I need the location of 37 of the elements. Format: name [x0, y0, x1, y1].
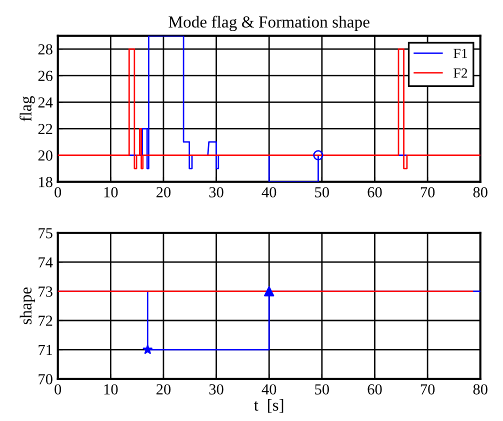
y-tick-label: 26: [38, 70, 53, 82]
x-tick-label: 10: [104, 187, 118, 198]
x-tick-label: 50: [315, 384, 329, 395]
y-tick-label: 74: [38, 257, 53, 268]
x-tick-label: 70: [420, 384, 435, 395]
y-axis-title: shape: [20, 288, 35, 324]
x-tick-label: 80: [473, 187, 488, 198]
y-tick-label: 75: [38, 228, 52, 238]
y-tick-label: 20: [38, 150, 52, 161]
y-tick-label: 18: [39, 176, 52, 188]
x-tick-label: 70: [420, 187, 435, 198]
x-tick-label: 30: [209, 187, 224, 198]
x-tick-label: 80: [473, 384, 488, 395]
legend-label: F2: [454, 68, 468, 78]
x-tick-label: 40: [262, 384, 276, 395]
y-tick-label: 73: [38, 286, 52, 297]
y-tick-label: 71: [38, 344, 52, 355]
line-series: [58, 48, 480, 170]
y-tick-label: 28: [38, 44, 52, 55]
chart-title: Mode flag & Formation shape: [168, 16, 370, 32]
x-tick-label: 0: [54, 384, 62, 395]
y-tick-label: 22: [38, 124, 52, 134]
x-tick-label: 10: [104, 384, 118, 395]
x-tick-label: 20: [156, 384, 171, 395]
x-tick-label: 40: [262, 187, 276, 198]
legend-label: F1: [454, 48, 468, 58]
x-tick-label: 60: [368, 384, 382, 395]
y-tick-label: 72: [38, 316, 52, 326]
y-tick-label: 24: [38, 97, 53, 108]
x-tick-label: 30: [209, 384, 224, 395]
x-tick-label: 0: [54, 187, 62, 198]
y-axis-title: flag: [20, 96, 35, 122]
x-tick-label: 20: [156, 187, 171, 198]
x-tick-label: 60: [368, 187, 382, 198]
x-tick-label: 50: [315, 187, 329, 198]
y-tick-label: 70: [38, 374, 52, 384]
x-axis-title: t [s]: [254, 399, 284, 413]
